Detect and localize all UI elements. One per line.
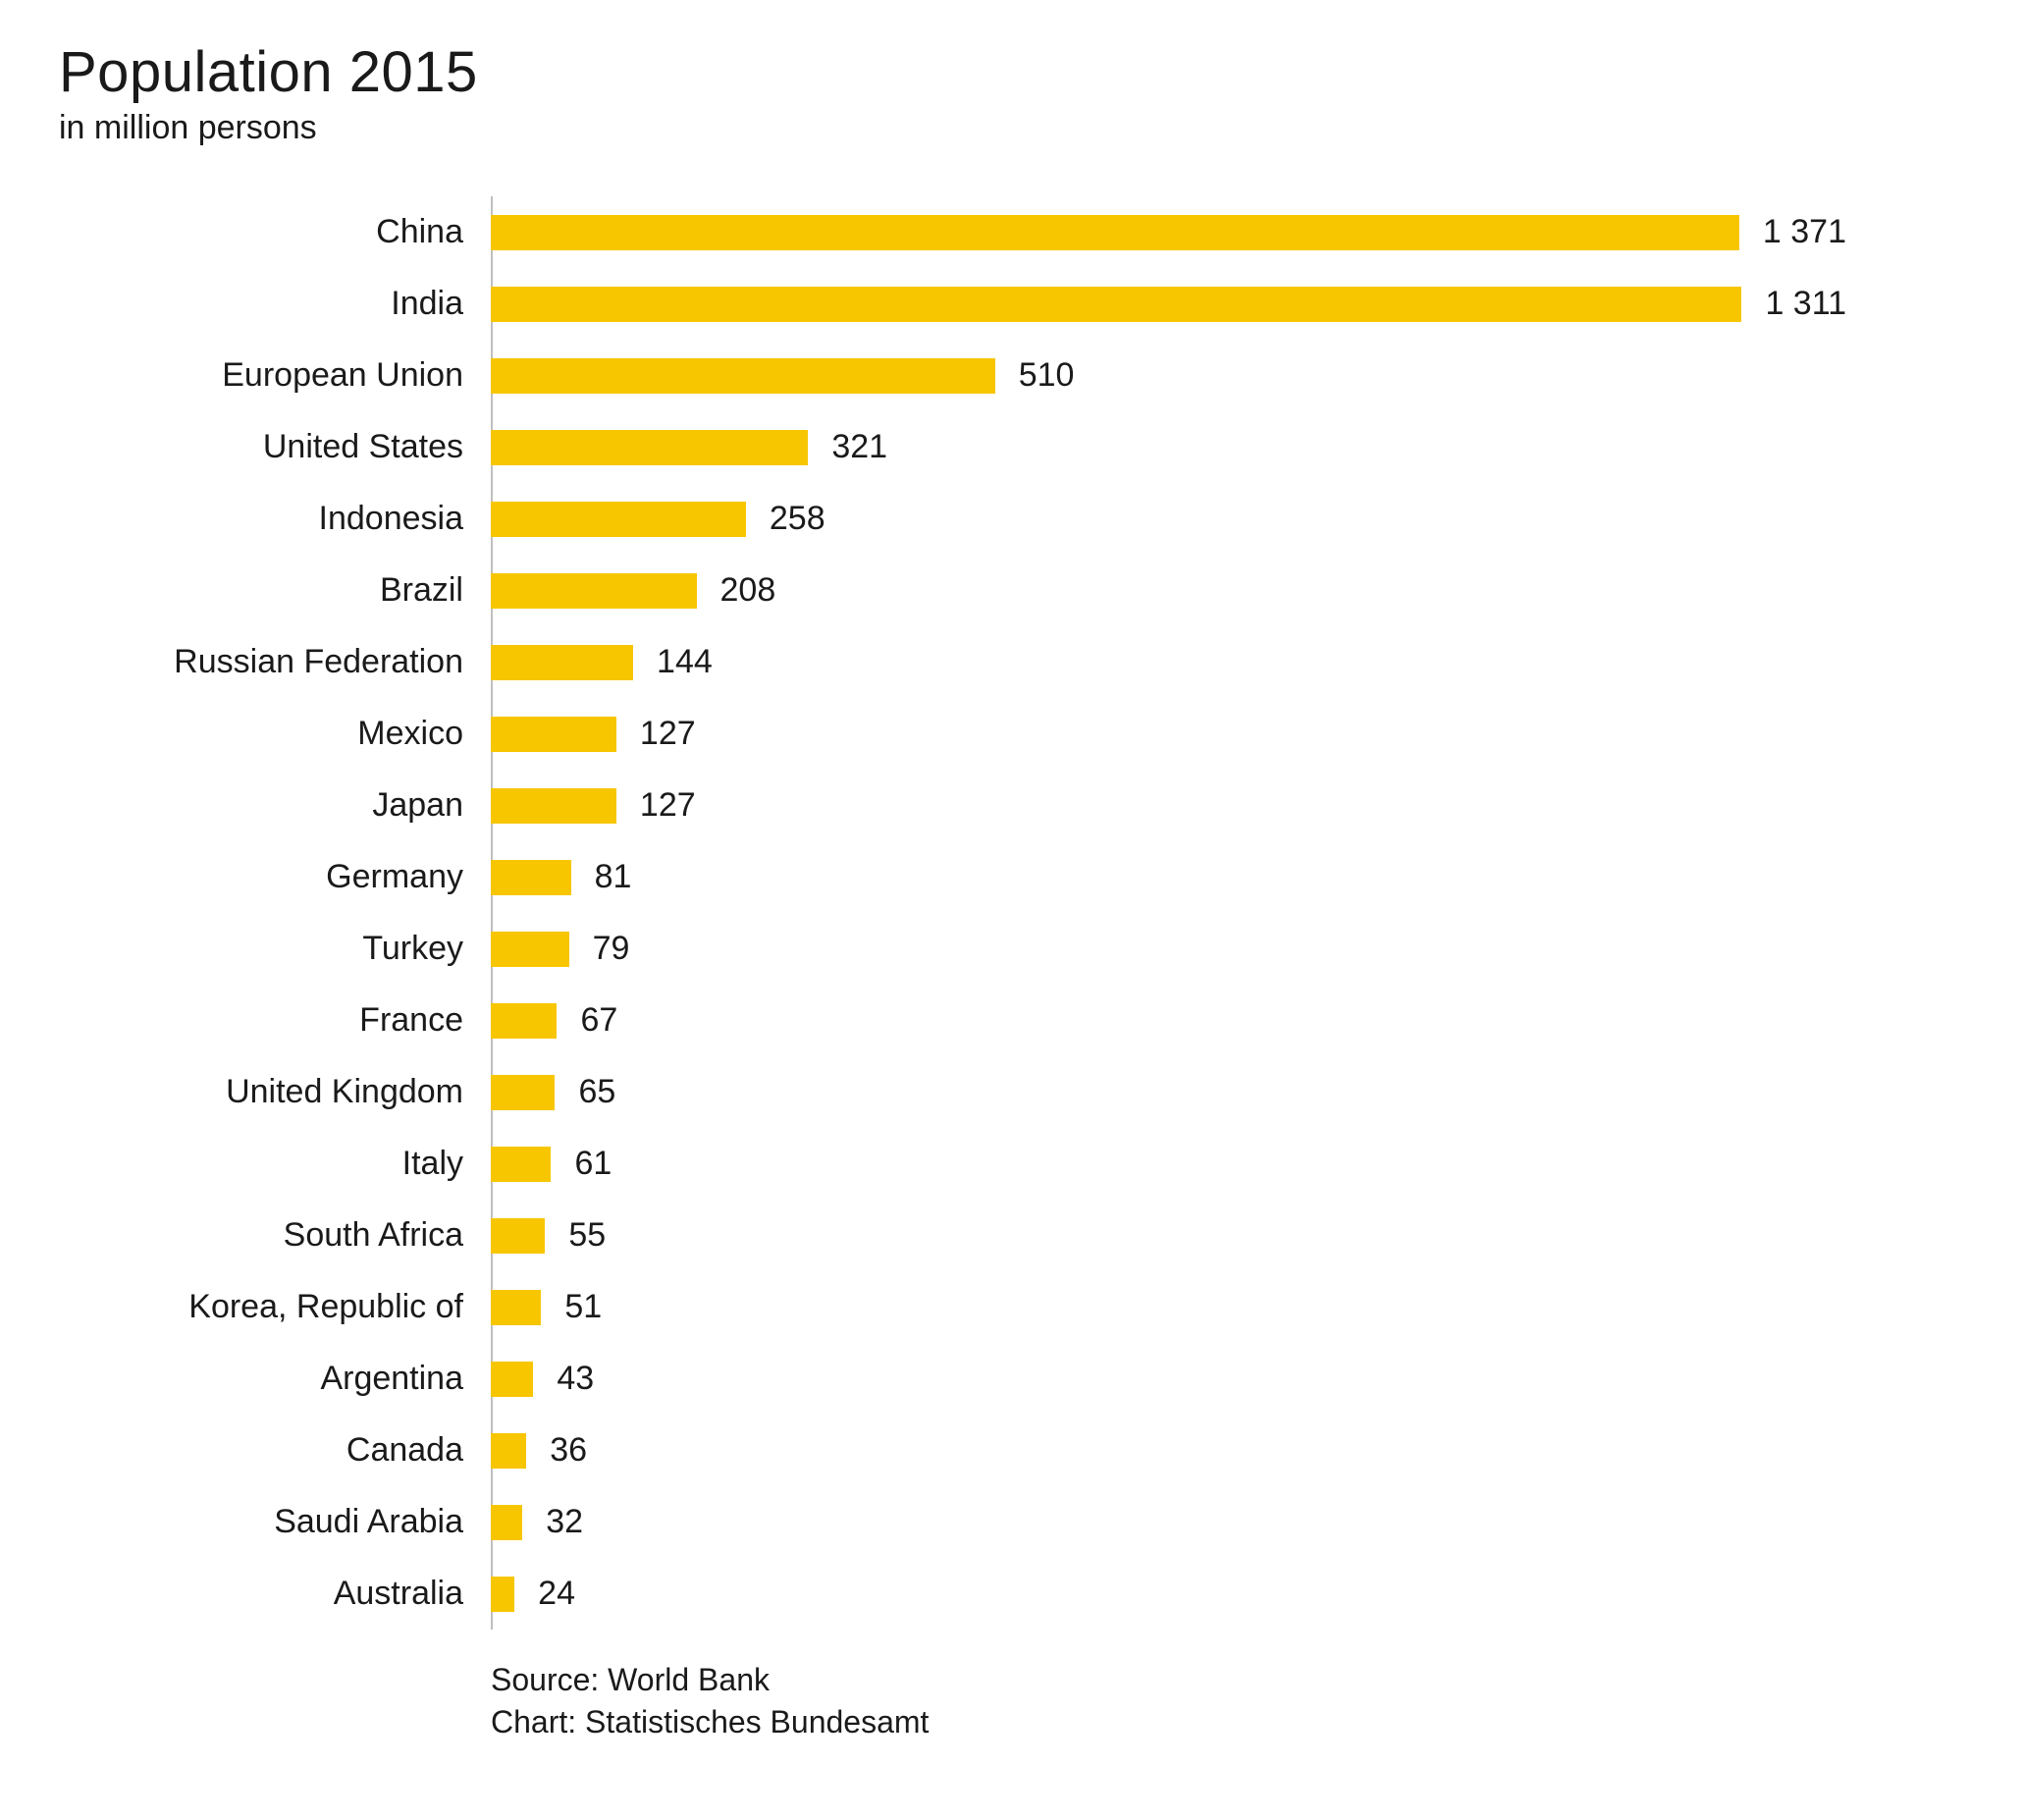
bar-row: Russian Federation144	[491, 626, 1846, 698]
bar-row: United Kingdom65	[491, 1056, 1846, 1128]
category-label: Italy	[402, 1145, 463, 1183]
bar	[491, 430, 808, 465]
category-label: China	[376, 213, 463, 251]
category-label: United Kingdom	[226, 1073, 463, 1111]
category-label: United States	[263, 428, 463, 466]
bar-row: Turkey79	[491, 913, 1846, 985]
bar	[491, 1075, 555, 1110]
value-label: 321	[831, 428, 887, 466]
category-label: Japan	[372, 786, 463, 825]
bar	[491, 1433, 526, 1469]
bar-rows: China1 371India1 311European Union510Uni…	[491, 196, 1846, 1630]
category-label: Turkey	[362, 930, 463, 968]
category-label: Indonesia	[319, 500, 463, 538]
value-label: 127	[640, 786, 696, 825]
bar-row: Canada36	[491, 1415, 1846, 1486]
category-label: Canada	[346, 1431, 463, 1470]
value-label: 1 311	[1765, 285, 1846, 323]
category-label: Germany	[326, 858, 463, 896]
category-label: Korea, Republic of	[188, 1288, 463, 1326]
category-label: Saudi Arabia	[274, 1503, 463, 1541]
chart-title: Population 2015	[59, 39, 1964, 105]
source-line: Source: World Bank	[491, 1659, 1964, 1701]
chart-footer: Source: World Bank Chart: Statistisches …	[491, 1659, 1964, 1743]
value-label: 79	[593, 930, 630, 968]
bar-row: Saudi Arabia32	[491, 1486, 1846, 1558]
category-label: France	[359, 1001, 463, 1040]
category-label: Brazil	[380, 571, 463, 610]
chart-subtitle: in million persons	[59, 109, 1964, 147]
category-label: South Africa	[284, 1216, 463, 1255]
bar	[491, 932, 569, 967]
bar-row: China1 371	[491, 196, 1846, 268]
category-label: India	[391, 285, 463, 323]
value-label: 32	[546, 1503, 583, 1541]
value-label: 36	[550, 1431, 587, 1470]
value-label: 51	[564, 1288, 602, 1326]
bar	[491, 1577, 514, 1612]
value-label: 24	[538, 1575, 575, 1613]
bar	[491, 287, 1741, 322]
value-label: 81	[595, 858, 632, 896]
bar	[491, 1218, 545, 1254]
bar-row: Germany81	[491, 841, 1846, 913]
category-label: European Union	[222, 356, 463, 395]
bar	[491, 1362, 533, 1397]
category-label: Russian Federation	[174, 643, 463, 681]
bar-row: South Africa55	[491, 1200, 1846, 1271]
bar	[491, 645, 633, 680]
category-label: Australia	[334, 1575, 463, 1613]
value-label: 1 371	[1763, 213, 1846, 251]
bar	[491, 860, 571, 895]
bar-row: United States321	[491, 411, 1846, 483]
bar-row: Brazil208	[491, 555, 1846, 626]
bar	[491, 502, 746, 537]
category-label: Mexico	[357, 715, 463, 753]
bar-row: India1 311	[491, 268, 1846, 340]
value-label: 208	[720, 571, 776, 610]
value-label: 510	[1019, 356, 1075, 395]
bar	[491, 1003, 557, 1039]
bar-row: Indonesia258	[491, 483, 1846, 555]
plot-area: China1 371India1 311European Union510Uni…	[491, 196, 1846, 1630]
bar	[491, 1290, 541, 1325]
bar	[491, 1147, 551, 1182]
bar	[491, 1505, 522, 1540]
bar	[491, 717, 616, 752]
bar-row: Argentina43	[491, 1343, 1846, 1415]
bar-row: Australia24	[491, 1558, 1846, 1630]
value-label: 65	[578, 1073, 615, 1111]
bar	[491, 215, 1739, 250]
value-label: 258	[770, 500, 825, 538]
bar-row: Mexico127	[491, 698, 1846, 770]
bar-row: European Union510	[491, 340, 1846, 411]
value-label: 127	[640, 715, 696, 753]
bar-row: Italy61	[491, 1128, 1846, 1200]
bar	[491, 573, 697, 609]
bar-row: Korea, Republic of51	[491, 1271, 1846, 1343]
bar	[491, 358, 995, 394]
value-label: 67	[580, 1001, 617, 1040]
bar-row: Japan127	[491, 770, 1846, 841]
value-label: 144	[657, 643, 713, 681]
bar-row: France67	[491, 985, 1846, 1056]
credit-line: Chart: Statistisches Bundesamt	[491, 1701, 1964, 1743]
value-label: 61	[574, 1145, 612, 1183]
category-label: Argentina	[320, 1360, 463, 1398]
value-label: 43	[557, 1360, 594, 1398]
bar	[491, 788, 616, 824]
population-chart: Population 2015 in million persons China…	[0, 0, 2023, 1820]
value-label: 55	[568, 1216, 606, 1255]
